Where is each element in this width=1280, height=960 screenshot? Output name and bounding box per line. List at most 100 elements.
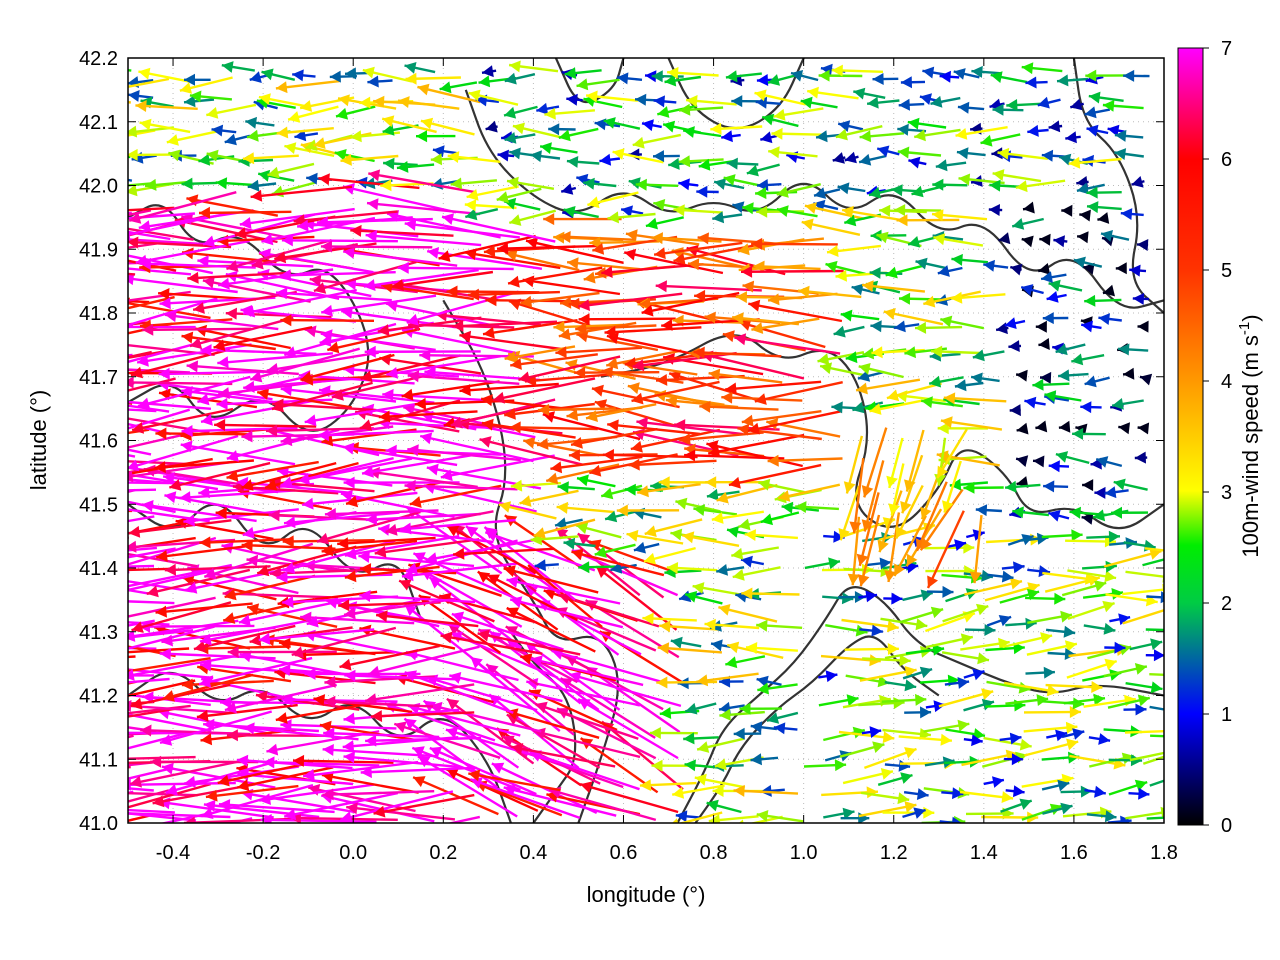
wind-vector-shaft	[129, 760, 237, 786]
wind-vector	[1055, 451, 1090, 465]
wind-vector	[159, 811, 212, 823]
wind-vector	[128, 422, 172, 436]
wind-vector-shaft	[401, 380, 500, 398]
wind-vector	[1081, 512, 1094, 525]
wind-vector	[128, 515, 155, 523]
wind-vector-head	[50, 252, 62, 264]
wind-vector-head	[31, 262, 42, 274]
wind-vector-head	[54, 613, 65, 625]
wind-vector	[242, 510, 357, 539]
wind-vector-head	[642, 612, 654, 625]
wind-vector-head	[343, 476, 355, 489]
wind-vector-shaft	[407, 448, 522, 462]
wind-vector-shaft	[128, 755, 196, 760]
wind-vector-head	[1033, 455, 1045, 468]
wind-vector-shaft	[481, 421, 576, 439]
wind-vector-head	[344, 570, 357, 583]
wind-vector-head	[249, 634, 262, 647]
wind-vector-head	[199, 536, 211, 549]
x-tick-label: 1.0	[790, 842, 818, 864]
wind-vector	[1045, 625, 1076, 638]
contour-line	[1072, 58, 1164, 314]
wind-vector-shaft	[179, 489, 296, 500]
wind-vector-shaft	[128, 100, 131, 104]
wind-vector-head	[904, 747, 917, 759]
wind-vector-head	[666, 562, 679, 574]
wind-vector	[744, 529, 798, 541]
wind-vector-head	[342, 442, 355, 455]
wind-vector-shaft	[128, 155, 131, 159]
wind-vector-head	[280, 434, 293, 447]
wind-vector-head	[504, 407, 516, 420]
wind-vector-shaft	[343, 755, 460, 769]
wind-vector	[843, 435, 864, 494]
wind-vector-shaft	[420, 568, 523, 628]
wind-vector	[203, 542, 314, 580]
wind-vector-head	[506, 576, 519, 588]
wind-vector-shaft	[359, 594, 476, 604]
wind-vector	[926, 585, 954, 598]
wind-vector	[666, 562, 718, 574]
wind-vector	[179, 489, 296, 504]
wind-vector	[578, 561, 616, 574]
x-tick-label: 0.8	[700, 842, 728, 864]
wind-vector-head	[626, 529, 639, 542]
wind-vector	[639, 779, 697, 792]
wind-vector-head	[550, 461, 563, 474]
wind-vector-shaft	[128, 619, 155, 627]
wind-vector-head	[719, 708, 731, 721]
wind-vector-head	[633, 541, 646, 554]
wind-vector-shaft	[131, 407, 234, 432]
wind-vector-head	[1111, 588, 1124, 600]
wind-vector-head	[1166, 603, 1178, 614]
wind-vector	[407, 444, 522, 462]
wind-vector	[895, 484, 924, 540]
wind-vector-head	[130, 697, 143, 710]
wind-vector-head	[766, 418, 779, 430]
wind-vector-head	[716, 491, 729, 504]
wind-vector-shaft	[1125, 811, 1164, 820]
wind-vector	[158, 367, 275, 380]
wind-vector	[745, 642, 798, 654]
wind-vector-head	[957, 719, 970, 732]
wind-vector	[708, 814, 759, 823]
wind-vector	[740, 555, 765, 568]
wind-vector-head	[324, 695, 336, 708]
wind-vector	[511, 743, 616, 768]
wind-vector	[440, 631, 543, 655]
wind-vector	[554, 517, 583, 530]
wind-vector-head	[1167, 725, 1178, 737]
wind-vector-head	[25, 772, 37, 784]
wind-vector	[365, 734, 482, 747]
wind-vector-shaft	[440, 634, 543, 655]
wind-vector-shaft	[128, 368, 190, 374]
wind-vector-shaft	[373, 793, 475, 815]
wind-vector-shaft	[728, 463, 822, 487]
wind-vector-head	[750, 753, 762, 766]
wind-vector-head	[282, 535, 294, 548]
wind-vector	[259, 783, 375, 805]
wind-vector	[271, 381, 373, 413]
wind-vector	[725, 655, 766, 669]
wind-vector	[1024, 396, 1046, 409]
wind-vector-head	[322, 744, 334, 756]
wind-vector	[849, 457, 865, 534]
wind-vector-head	[900, 772, 913, 784]
wind-vector-head	[923, 806, 935, 819]
wind-vector	[1149, 673, 1164, 677]
wind-vector	[902, 666, 933, 680]
wind-vector	[1103, 663, 1148, 678]
wind-vector-shaft	[360, 766, 477, 774]
wind-vector	[1023, 721, 1078, 734]
wind-vector	[224, 574, 316, 601]
wind-vector-head	[963, 541, 975, 554]
wind-vector-shaft	[297, 457, 413, 483]
wind-vector	[1107, 694, 1151, 709]
wind-vector-head	[25, 508, 37, 520]
wind-vector-shaft	[545, 463, 620, 483]
wind-vector-head	[280, 476, 293, 489]
wind-vector-head	[1009, 732, 1022, 745]
wind-vector-head	[51, 366, 63, 378]
wind-vector	[226, 460, 319, 482]
wind-vector	[1128, 787, 1150, 800]
